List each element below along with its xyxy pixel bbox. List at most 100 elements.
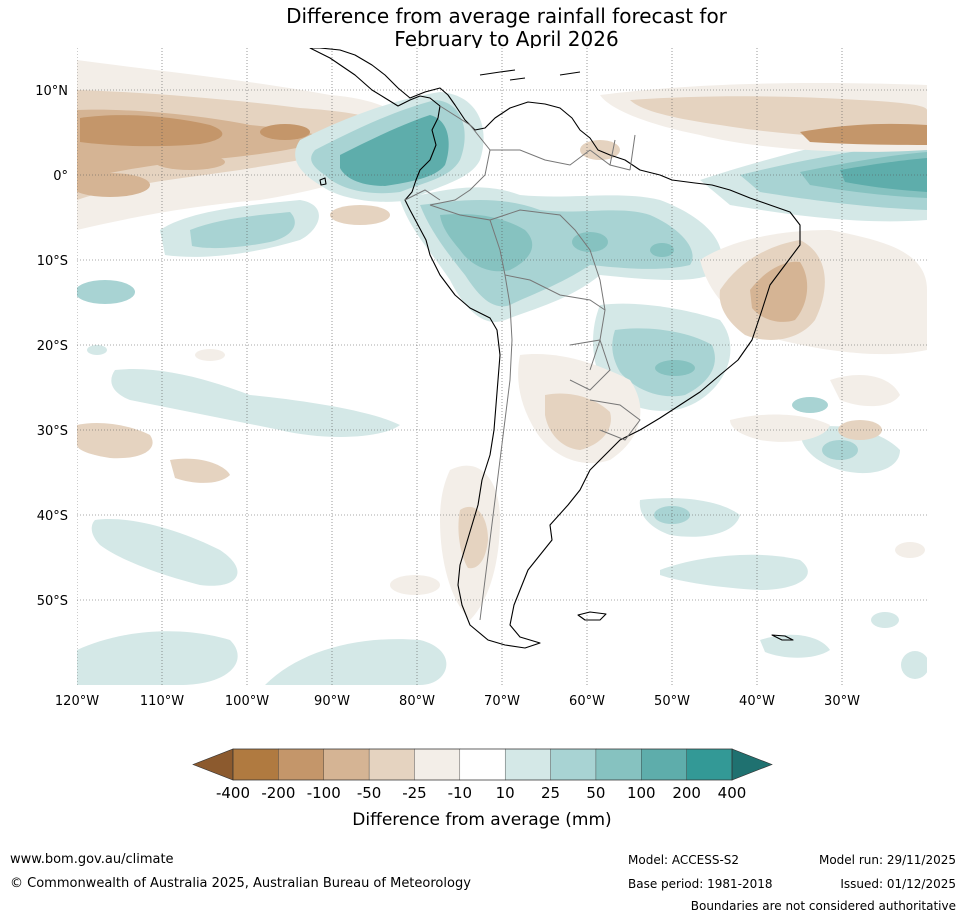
colorbar: -400 -200 -100 -50 -25 -10 10 25 50 100 200 400 Dif… <box>192 748 773 830</box>
border-chile-argentina <box>479 304 513 621</box>
lat-label-0: 0° <box>53 169 68 184</box>
lon-label-110w: 110°W <box>140 694 184 709</box>
colorbar-tick-label: 25 <box>541 784 560 802</box>
lon-label-50w: 50°W <box>654 694 690 709</box>
dry-region-pacific-small <box>195 349 225 361</box>
dry-region-pacific-west <box>77 173 150 197</box>
colorbar-over-triangle <box>731 748 773 781</box>
colorbar-tick-label: 10 <box>496 784 515 802</box>
lon-label-60w: 60°W <box>569 694 605 709</box>
dry-region-south-atlantic-2 <box>830 375 900 407</box>
dry-region-atlantic-small-2 <box>895 542 925 558</box>
colorbar-bin <box>323 748 370 781</box>
map-title-line-1: Difference from average rainfall forecas… <box>286 4 727 28</box>
coastline-galapagos <box>319 177 327 186</box>
colorbar-bin <box>414 748 461 781</box>
dry-region-argentina-inner <box>545 393 611 450</box>
wet-region-pacific-tongue-inner <box>190 212 295 249</box>
rainfall-anomaly-layer <box>77 60 927 685</box>
border-venezuela <box>490 149 591 166</box>
colorbar-bin <box>504 748 552 781</box>
coastline-south-georgia <box>771 634 794 641</box>
latitude-labels: 10°N 0° 10°S 20°S 30°S 40°S 50°S <box>35 84 68 609</box>
colorbar-bin <box>550 748 597 781</box>
dry-region-pacific-spot <box>260 124 310 140</box>
footer-website[interactable]: www.bom.gov.au/climate <box>10 852 174 867</box>
wet-region-south-atlantic-5 <box>871 612 899 628</box>
dry-region-atlantic-spot <box>800 123 927 145</box>
footer-disclaimer: Boundaries are not considered authoritat… <box>690 899 956 913</box>
border-paraguay <box>569 339 611 391</box>
longitude-labels: 120°W 110°W 100°W 90°W 80°W 70°W 60°W 50… <box>55 694 860 709</box>
colorbar-tick-label: -50 <box>357 784 382 802</box>
colorbar-bin <box>595 748 642 781</box>
coastline-south-america <box>309 48 801 649</box>
coastline-caribbean <box>479 69 581 81</box>
colorbar-tick-label: -400 <box>216 784 250 802</box>
dry-region-pacific-west-2 <box>155 154 225 170</box>
border-uruguay <box>589 399 641 441</box>
colorbar-label: Difference from average (mm) <box>352 810 611 830</box>
lat-label-10s: 10°S <box>37 254 68 269</box>
colorbar-bin <box>232 748 280 781</box>
map-title-line-2: February to April 2026 <box>394 27 619 51</box>
colorbar-tick-label: -200 <box>261 784 295 802</box>
wet-region-south-atlantic-spot <box>654 506 690 524</box>
lon-label-40w: 40°W <box>739 694 775 709</box>
colorbar-tick-label: -100 <box>307 784 341 802</box>
dry-region-south-pacific-1 <box>77 423 153 459</box>
wet-region-south-atlantic-4 <box>760 634 830 658</box>
dry-region-pacific-darkest <box>80 115 223 147</box>
colorbar-tick-labels: -400 -200 -100 -50 -25 -10 10 25 50 100 200 400 <box>216 784 746 802</box>
footer-base-period: Base period: 1981-2018 <box>628 877 773 891</box>
graticule <box>77 48 927 685</box>
wet-region-amazon-spot <box>572 232 608 252</box>
lat-label-40s: 40°S <box>37 509 68 524</box>
dry-region-south-pacific-2 <box>170 458 230 483</box>
footer-model-run: Model run: 29/11/2025 <box>818 853 956 867</box>
footer-model: Model: ACCESS-S2 <box>628 853 740 867</box>
lat-label-10n: 10°N <box>35 84 68 99</box>
coastlines <box>309 48 801 649</box>
border-colombia <box>429 105 491 206</box>
dry-region-ne-brazil-inner <box>750 261 808 322</box>
lon-label-30w: 30°W <box>824 694 860 709</box>
wet-region-south-pacific-3 <box>77 631 238 685</box>
border-bolivia <box>504 274 606 311</box>
wet-region-amazon-spot-2 <box>650 243 674 257</box>
colorbar-tick-label: -25 <box>402 784 427 802</box>
colorbar-bin <box>686 748 733 781</box>
border-brazil-west <box>489 209 606 371</box>
wet-region-south-atlantic-1 <box>660 554 808 590</box>
wet-region-atlantic-core <box>840 158 927 192</box>
wet-region-amazon-inner <box>440 213 533 272</box>
border-peru <box>429 204 511 306</box>
dry-region-south-atlantic-1 <box>730 414 830 442</box>
dry-region-pacific-mid <box>330 205 390 225</box>
dry-region-patagonia-inner <box>458 506 488 569</box>
coastline-falklands <box>577 611 607 621</box>
colorbar-tick-label: -10 <box>448 784 473 802</box>
lon-label-90w: 90°W <box>314 694 350 709</box>
border-ecuador <box>404 189 441 201</box>
lat-label-50s: 50°S <box>37 594 68 609</box>
footer-copyright: © Commonwealth of Australia 2025, Austra… <box>10 876 471 891</box>
wet-region-se-brazil-spot <box>655 360 695 376</box>
colorbar-under-triangle <box>192 748 234 781</box>
colorbar-bin <box>459 748 506 781</box>
wet-region-south-pacific-2 <box>91 519 238 586</box>
lon-label-70w: 70°W <box>484 694 520 709</box>
wet-region-south-pacific-1 <box>111 369 401 437</box>
wet-region-south-atlantic-spot-2 <box>822 440 858 460</box>
country-borders <box>404 105 641 621</box>
wet-region-south-atlantic-6 <box>901 651 927 679</box>
colorbar-tick-label: 50 <box>586 784 605 802</box>
colorbar-bin <box>278 748 325 781</box>
colorbar-bins <box>232 748 733 781</box>
footer-issued: Issued: 01/12/2025 <box>840 877 956 891</box>
colorbar-bin <box>641 748 688 781</box>
lat-label-20s: 20°S <box>37 339 68 354</box>
wet-region-south-pacific-4 <box>265 639 447 685</box>
wet-region-pacific-small <box>87 345 107 355</box>
